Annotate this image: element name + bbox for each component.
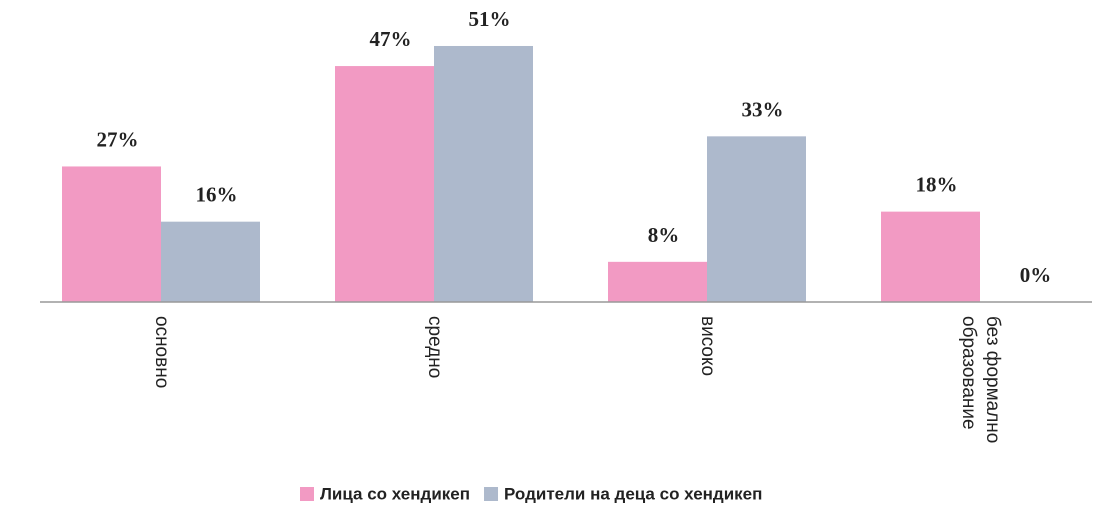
- value-label: 33%: [742, 97, 784, 121]
- legend-label: Лица со хендикеп: [320, 484, 470, 503]
- value-label: 0%: [1020, 263, 1052, 287]
- value-label: 51%: [469, 7, 511, 31]
- bar: [608, 261, 707, 302]
- bar: [881, 211, 980, 302]
- bar: [707, 136, 806, 302]
- legend-swatch: [484, 487, 499, 501]
- value-label: 18%: [916, 173, 958, 197]
- bar: [62, 166, 161, 302]
- value-label: 47%: [370, 27, 412, 51]
- legend-swatch: [300, 487, 314, 501]
- bar: [335, 66, 434, 302]
- category-label: без формално образование: [958, 316, 1003, 444]
- category-label: високо: [697, 316, 718, 377]
- legend-label: Родители на деца со хендикеп: [504, 484, 762, 503]
- category-label: основно: [151, 316, 172, 389]
- value-label: 27%: [97, 127, 139, 151]
- bar: [434, 45, 533, 302]
- category-label: средно: [424, 316, 445, 379]
- value-label: 16%: [196, 183, 238, 207]
- bar: [161, 221, 260, 302]
- value-label: 8%: [648, 223, 680, 247]
